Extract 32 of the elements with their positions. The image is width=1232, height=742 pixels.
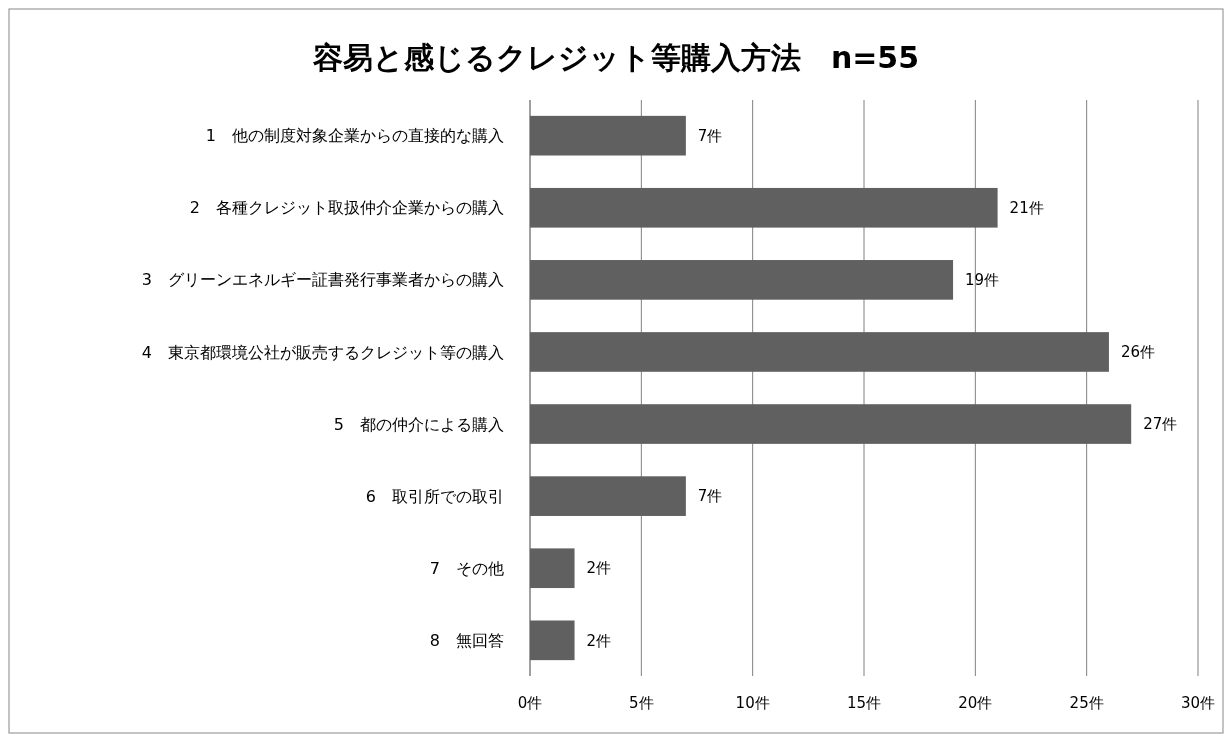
data-label: 21件 <box>1009 199 1044 218</box>
data-label: 2件 <box>586 631 612 650</box>
y-tick-label: 2 各種クレジット取扱仲介企業からの購入 <box>189 198 504 218</box>
y-tick-label: 7 その他 <box>429 558 504 578</box>
bar <box>530 620 575 661</box>
y-tick-label: 4 東京都環境公社が販売するクレジット等の購入 <box>141 342 504 362</box>
bar <box>530 476 686 516</box>
bar <box>530 332 1109 372</box>
y-tick-label: 5 都の仲介による購入 <box>333 414 504 434</box>
bar <box>530 115 686 156</box>
y-tick-label: 3 グリーンエネルギー証書発行事業者からの購入 <box>141 270 504 290</box>
x-tick-label: 30件 <box>1180 694 1216 712</box>
data-label: 26件 <box>1120 343 1156 362</box>
data-label: 19件 <box>965 271 1000 290</box>
data-label: 7件 <box>697 487 723 506</box>
bar <box>530 260 954 300</box>
x-tick-label: 15件 <box>846 694 882 712</box>
bar <box>530 404 1132 444</box>
x-tick-label: 20件 <box>958 694 993 712</box>
x-tick-label: 0件 <box>517 694 543 712</box>
bar <box>530 548 575 589</box>
y-tick-label: 1 他の制度対象企業からの直接的な購入 <box>205 126 504 146</box>
chart-title: 容易と感じるクレジット等購入方法 n=55 <box>311 40 920 75</box>
bar <box>530 187 998 228</box>
x-tick-label: 25件 <box>1069 694 1104 712</box>
data-label: 2件 <box>586 559 612 578</box>
data-label: 27件 <box>1143 415 1178 434</box>
x-tick-label: 10件 <box>735 694 770 712</box>
data-label: 7件 <box>697 126 723 145</box>
y-tick-label: 8 無回答 <box>429 630 504 650</box>
y-tick-label: 6 取引所での取引 <box>365 486 504 506</box>
x-tick-label: 5件 <box>629 694 654 712</box>
